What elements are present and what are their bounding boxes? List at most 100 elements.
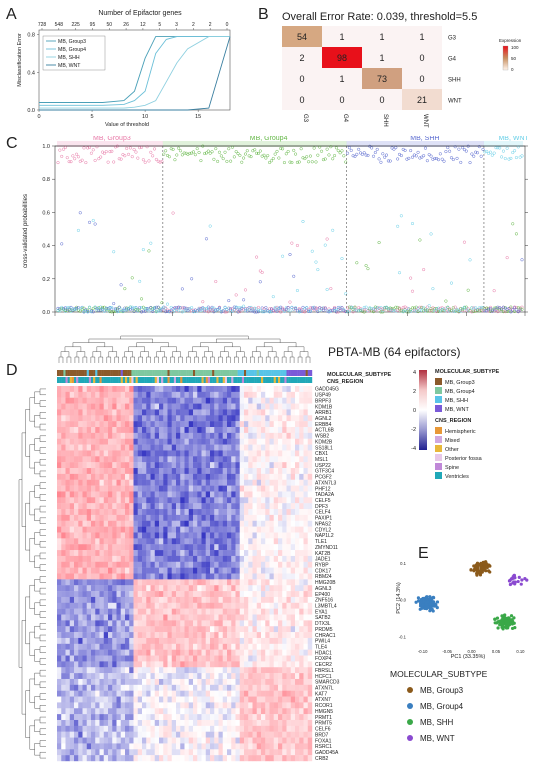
heatmap-cell [125, 468, 130, 475]
heatmap-cell [193, 456, 198, 463]
heatmap-cell [150, 397, 155, 404]
heatmap-cell [91, 509, 96, 516]
heatmap-cell [163, 526, 168, 533]
prob-point [139, 297, 144, 301]
heatmap-cell [278, 427, 283, 434]
heatmap-cell [154, 450, 160, 457]
subtype-cell [303, 370, 306, 376]
heatmap-cell [61, 479, 66, 486]
heatmap-cell [295, 538, 300, 545]
heatmap-cell [61, 427, 66, 434]
heatmap-cell [74, 573, 79, 580]
heatmap-cell [210, 608, 215, 615]
heatmap-cell [248, 421, 253, 428]
heatmap-cell [235, 514, 240, 521]
region-cell [129, 377, 132, 383]
matrix-cell [362, 89, 402, 110]
prob-point [321, 158, 325, 162]
heatmap-cell [91, 479, 96, 486]
heatmap-cell [290, 462, 296, 469]
prob-point [212, 157, 216, 161]
gene-label: MSL1 [315, 457, 328, 463]
heatmap-cell [167, 667, 172, 674]
heatmap-cell [235, 491, 240, 498]
heatmap-cell [129, 561, 134, 568]
heatmap-cell [256, 444, 262, 451]
heatmap-cell [231, 432, 236, 439]
subtype-cell [284, 370, 287, 376]
heatmap-cell [197, 643, 202, 650]
heatmap-cell [103, 596, 109, 603]
heatmap-cell [133, 667, 138, 674]
heatmap-cell [244, 673, 249, 680]
heatmap-cell [78, 714, 83, 721]
heatmap-cell [295, 708, 300, 715]
prob-point [338, 308, 342, 312]
region-cell [261, 377, 264, 383]
heatmap-cell [218, 432, 223, 439]
heatmap-cell [273, 602, 279, 609]
heatmap-cell [180, 403, 185, 410]
heatmap-cell [261, 725, 266, 732]
heatmap-cell [295, 438, 300, 445]
heatmap-cell [269, 444, 274, 451]
prob-point [514, 156, 518, 160]
heatmap-cell [120, 555, 126, 562]
heatmap-cell [205, 714, 211, 721]
prob-point [292, 274, 296, 278]
heatmap-cell [91, 708, 96, 715]
heatmap-cell [57, 591, 62, 598]
heatmap-cell [188, 421, 194, 428]
heatmap-cell [205, 485, 211, 492]
heatmap-cell [125, 714, 130, 721]
heatmap-cell [235, 608, 240, 615]
heatmap-cell [95, 503, 100, 510]
heatmap-cell [78, 409, 83, 416]
region-cell [199, 377, 202, 383]
heatmap-cell [137, 397, 143, 404]
prob-point [340, 149, 344, 153]
prob-point [338, 151, 342, 155]
heatmap-cell [116, 719, 121, 727]
heatmap-cell [307, 444, 313, 451]
heatmap-cell [103, 573, 109, 580]
region-cell [195, 377, 198, 383]
heatmap-cell [65, 479, 70, 486]
heatmap-cell [78, 684, 83, 691]
heatmap-cell [61, 503, 66, 510]
heatmap-cell [146, 637, 151, 645]
heatmap-cell [303, 491, 308, 498]
heatmap-cell [163, 427, 168, 434]
heatmap-cell [214, 719, 219, 727]
prob-point [345, 151, 350, 155]
region-cell [267, 377, 270, 383]
heatmap-cell [244, 626, 249, 633]
prob-point [210, 150, 214, 154]
heatmap-cell [244, 409, 249, 416]
heatmap-cell [184, 614, 189, 621]
heatmap-cell [176, 567, 181, 574]
heatmap-cell [57, 421, 62, 428]
heatmap-cell [248, 538, 253, 545]
heatmap-cell [239, 673, 245, 680]
row-label: WNT [448, 99, 462, 105]
heatmap-cell [125, 626, 130, 633]
heatmap-cell [218, 596, 223, 603]
heatmap-cell [61, 555, 66, 562]
heatmap-cell [116, 485, 121, 492]
heatmap-cell [95, 649, 100, 656]
heatmap-cell [307, 544, 313, 551]
heatmap-cell [184, 550, 189, 557]
prob-point [240, 160, 244, 164]
heatmap-cell [286, 626, 291, 633]
prob-point [325, 309, 329, 313]
heatmap-cell [167, 538, 172, 545]
heatmap-cell [150, 661, 155, 668]
heatmap-cell [235, 450, 240, 457]
heatmap-cell [171, 520, 177, 527]
gene-label: CHRAC1 [315, 633, 336, 639]
heatmap-cell [137, 544, 143, 551]
heatmap-cell [256, 649, 262, 656]
heatmap-cell [261, 397, 266, 404]
heatmap-cell [69, 450, 75, 457]
